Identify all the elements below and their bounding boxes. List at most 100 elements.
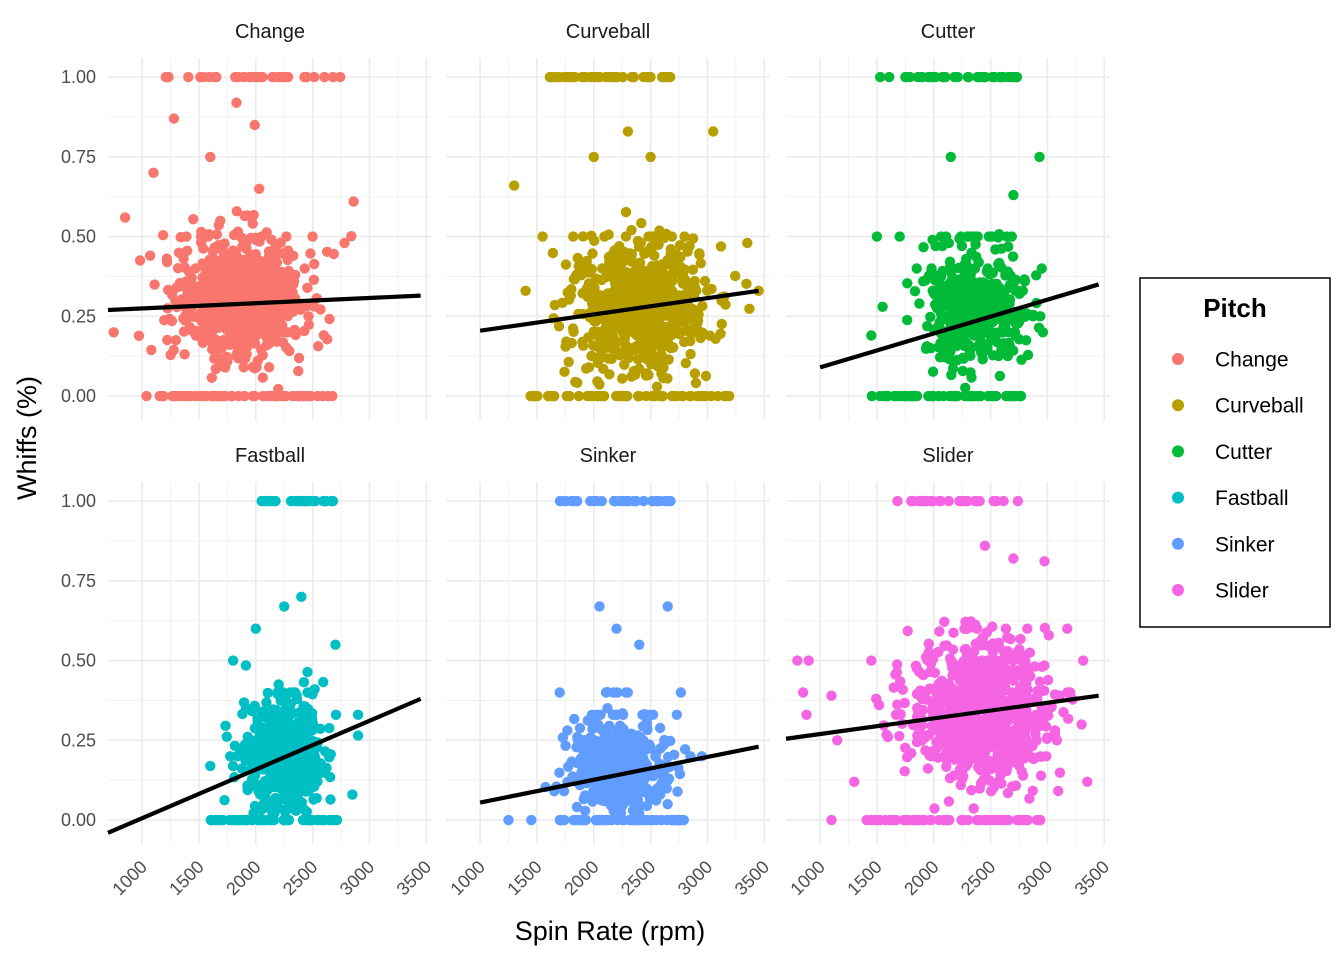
y-tick-label: 0.75: [61, 571, 96, 591]
data-point: [157, 230, 169, 241]
y-tick-label: 0.50: [61, 227, 96, 247]
data-point: [262, 687, 273, 699]
data-point: [978, 757, 989, 768]
data-point: [973, 324, 984, 335]
data-point: [146, 344, 157, 356]
data-point: [1033, 688, 1044, 699]
data-point: [606, 353, 617, 365]
data-point: [699, 275, 711, 287]
data-point: [249, 119, 260, 131]
data-point: [554, 767, 565, 778]
data-point: [931, 298, 942, 309]
data-point: [832, 735, 843, 746]
facet-title: Fastball: [235, 445, 305, 467]
data-point: [958, 663, 970, 674]
data-point: [278, 814, 290, 826]
data-point: [303, 786, 314, 797]
data-point: [988, 495, 999, 507]
legend-label: Slider: [1215, 580, 1269, 603]
data-point: [573, 390, 584, 402]
data-point: [239, 390, 250, 402]
data-point: [277, 320, 288, 331]
data-point: [665, 244, 676, 255]
data-point: [1022, 349, 1034, 361]
legend-key: [1172, 491, 1184, 504]
data-point: [571, 801, 583, 813]
data-point: [918, 242, 929, 253]
data-point: [1039, 622, 1051, 634]
trend-line: [819, 282, 1100, 370]
facet-panel-fastball: Fastball 0.00 0.25 0.50 0.75 1.00 1000 1500 2000…: [61, 445, 435, 899]
data-point: [1022, 666, 1033, 677]
facet-panel-sinker: Sinker 1000 1500 2000 2500 3000 3500: [446, 445, 773, 899]
data-point: [633, 807, 645, 819]
data-point: [141, 390, 152, 402]
data-point: [1013, 316, 1025, 328]
data-point: [568, 231, 579, 242]
data-point: [972, 341, 983, 352]
trend-line: [479, 744, 760, 805]
data-point: [315, 304, 326, 315]
data-point: [311, 793, 322, 804]
data-point: [299, 71, 310, 83]
data-point: [988, 782, 1000, 793]
data-point: [347, 789, 358, 800]
data-point: [866, 390, 878, 402]
data-point: [695, 332, 706, 344]
data-point: [871, 231, 883, 242]
x-tick-label: 2500: [279, 857, 321, 899]
data-point: [639, 709, 650, 720]
data-point: [656, 777, 667, 789]
data-point: [204, 254, 216, 265]
data-point: [584, 390, 595, 402]
data-point: [589, 235, 600, 246]
data-point: [287, 734, 298, 746]
data-point: [159, 315, 170, 326]
data-point: [298, 765, 310, 776]
data-point: [549, 299, 560, 311]
data-point: [269, 282, 280, 293]
data-point: [231, 206, 242, 217]
data-point: [724, 390, 735, 402]
data-point: [671, 814, 682, 826]
data-point: [253, 235, 264, 246]
data-point: [1049, 727, 1061, 738]
data-point: [981, 266, 993, 277]
data-point: [663, 354, 674, 365]
data-point: [943, 728, 954, 739]
data-point: [594, 290, 606, 301]
data-point: [919, 814, 930, 826]
data-point: [198, 335, 210, 346]
data-point: [292, 495, 304, 507]
y-tick-label: 0.25: [61, 730, 96, 750]
data-point: [675, 306, 686, 318]
trend-line: [785, 693, 1099, 741]
data-point: [742, 237, 753, 249]
data-point: [271, 305, 282, 316]
data-point: [967, 276, 978, 287]
data-point: [925, 271, 937, 283]
data-point: [974, 783, 985, 794]
data-point: [267, 808, 278, 819]
x-tick-label: 3000: [336, 857, 378, 899]
data-point: [890, 814, 901, 826]
data-point: [603, 71, 615, 83]
facet-panel-cutter: Cutter: [786, 21, 1110, 420]
data-point: [1003, 241, 1014, 252]
data-point: [275, 237, 286, 248]
data-point: [1042, 674, 1054, 686]
data-point: [631, 495, 642, 507]
data-point: [259, 789, 270, 801]
trend-line: [107, 293, 421, 313]
data-point: [307, 725, 318, 736]
data-point: [923, 646, 935, 658]
data-point: [162, 284, 174, 296]
data-point: [567, 323, 579, 334]
data-point: [944, 653, 956, 664]
x-axis-title: Spin Rate (rpm): [515, 916, 706, 946]
data-point: [1019, 276, 1031, 287]
data-point: [1012, 717, 1024, 728]
data-point: [981, 814, 993, 826]
data-point: [308, 274, 320, 285]
data-point: [941, 640, 953, 651]
